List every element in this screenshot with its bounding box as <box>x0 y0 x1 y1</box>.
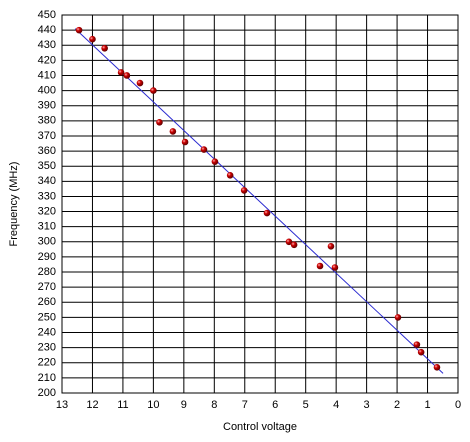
y-tick-label: 420 <box>38 54 56 66</box>
y-tick-label: 280 <box>38 266 56 278</box>
data-point <box>285 238 293 246</box>
x-tick-label: 4 <box>333 399 339 411</box>
data-point <box>331 264 339 271</box>
data-point <box>211 158 219 165</box>
data-point <box>263 209 271 217</box>
y-tick-label: 270 <box>38 281 56 293</box>
x-tick-label: 5 <box>303 399 309 411</box>
data-point <box>394 314 402 321</box>
data-point <box>117 69 125 76</box>
y-tick-label: 440 <box>38 24 56 36</box>
y-tick-label: 360 <box>38 145 56 157</box>
y-tick-label: 380 <box>38 115 56 127</box>
x-tick-label: 8 <box>211 399 217 411</box>
y-tick-label: 260 <box>38 296 56 308</box>
x-tick-label: 12 <box>86 399 98 411</box>
x-axis-label: Control voltage <box>223 421 297 433</box>
data-point <box>226 171 234 179</box>
y-tick-label: 310 <box>38 221 56 233</box>
y-tick-label: 450 <box>38 9 56 21</box>
y-tick-label: 290 <box>38 251 56 263</box>
data-point <box>136 79 144 87</box>
x-tick-label: 1 <box>424 399 430 411</box>
y-tick-label: 400 <box>38 85 56 97</box>
data-point <box>433 363 441 371</box>
data-point <box>417 348 425 356</box>
y-tick-label: 230 <box>38 342 56 354</box>
data-point <box>240 187 248 194</box>
x-tick-label: 13 <box>56 399 68 411</box>
trend-line <box>74 28 444 374</box>
y-tick-label: 220 <box>38 357 56 369</box>
data-point <box>200 146 208 153</box>
data-point <box>75 26 83 34</box>
data-point <box>156 119 163 126</box>
x-tick-label: 3 <box>364 399 370 411</box>
data-point <box>290 241 298 249</box>
y-tick-label: 200 <box>38 387 56 399</box>
y-tick-label: 240 <box>38 326 56 338</box>
plot-border <box>61 14 459 394</box>
x-tick-label: 6 <box>272 399 278 411</box>
y-tick-label: 250 <box>38 311 56 323</box>
x-tick-label: 11 <box>117 399 128 411</box>
y-tick-label: 320 <box>38 205 56 217</box>
x-tick-label: 10 <box>147 399 159 411</box>
x-tick-label: 7 <box>242 399 248 411</box>
y-axis-label: Frequency (MHz) <box>8 162 20 247</box>
x-tick-label: 0 <box>455 399 461 411</box>
y-tick-label: 350 <box>38 160 56 172</box>
y-tick-label: 430 <box>38 39 56 51</box>
data-point <box>101 44 108 52</box>
x-tick-label: 2 <box>394 399 400 411</box>
y-tick-label: 210 <box>38 372 56 384</box>
x-tick-label: 9 <box>181 399 187 411</box>
y-tick-label: 330 <box>38 190 56 202</box>
data-point <box>327 243 335 250</box>
y-tick-label: 390 <box>38 100 56 112</box>
data-point <box>413 341 421 348</box>
data-point <box>316 262 324 270</box>
data-point <box>89 35 96 43</box>
data-point <box>181 138 189 146</box>
y-tick-label: 300 <box>38 236 56 248</box>
data-point <box>123 72 131 79</box>
data-point <box>169 128 177 135</box>
y-tick-label: 340 <box>38 175 56 187</box>
y-tick-label: 370 <box>38 130 56 142</box>
y-tick-label: 410 <box>38 69 56 81</box>
data-point <box>150 87 157 94</box>
